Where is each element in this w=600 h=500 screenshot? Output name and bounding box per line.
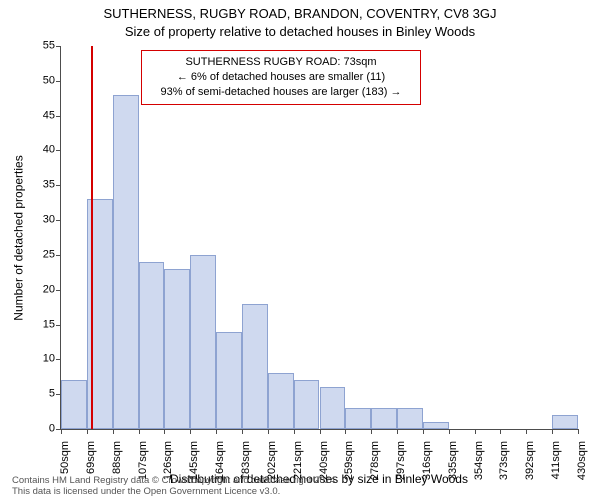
y-tick-label: 55 — [27, 41, 55, 52]
y-tick-label: 30 — [27, 215, 55, 226]
y-tick-label: 40 — [27, 145, 55, 156]
x-tick-label: 50sqm — [59, 441, 71, 474]
x-tick-mark — [449, 429, 450, 434]
annotation-line-3: 93% of semi-detached houses are larger (… — [150, 85, 412, 100]
x-tick-mark — [113, 429, 114, 434]
histogram-bar — [552, 415, 578, 429]
y-tick-label: 0 — [27, 424, 55, 435]
y-tick-label: 5 — [27, 389, 55, 400]
histogram-bar — [216, 332, 242, 429]
y-tick-label: 15 — [27, 319, 55, 330]
footer-attribution: Contains HM Land Registry data © Crown c… — [12, 476, 338, 498]
subject-marker-line — [91, 46, 93, 429]
x-tick-mark — [242, 429, 243, 434]
y-tick-mark — [56, 290, 61, 291]
histogram-bar — [139, 262, 165, 429]
x-tick-mark — [164, 429, 165, 434]
histogram-bar — [242, 304, 268, 429]
annotation-line-2: ← 6% of detached houses are smaller (11) — [150, 70, 412, 85]
y-tick-mark — [56, 46, 61, 47]
histogram-bar — [423, 422, 449, 429]
x-tick-mark — [578, 429, 579, 434]
footer-line-2: This data is licensed under the Open Gov… — [12, 486, 280, 497]
y-tick-mark — [56, 255, 61, 256]
x-tick-mark — [87, 429, 88, 434]
y-axis-label-text: Number of detached properties — [12, 155, 26, 320]
y-tick-label: 50 — [27, 75, 55, 86]
histogram-bar — [113, 95, 139, 429]
y-tick-mark — [56, 185, 61, 186]
x-tick-mark — [139, 429, 140, 434]
x-tick-mark — [320, 429, 321, 434]
y-tick-label: 10 — [27, 354, 55, 365]
x-tick-mark — [61, 429, 62, 434]
y-axis-label: Number of detached properties — [12, 46, 26, 430]
x-tick-label: 88sqm — [111, 441, 123, 474]
y-tick-mark — [56, 81, 61, 82]
x-tick-mark — [552, 429, 553, 434]
x-tick-mark — [268, 429, 269, 434]
footer-line-1: Contains HM Land Registry data © Crown c… — [12, 475, 338, 486]
y-tick-label: 25 — [27, 249, 55, 260]
histogram-bar — [320, 387, 346, 429]
x-tick-mark — [526, 429, 527, 434]
x-tick-mark — [475, 429, 476, 434]
histogram-bar — [190, 255, 216, 429]
x-tick-label: 69sqm — [85, 441, 97, 474]
histogram-bar — [371, 408, 397, 429]
y-tick-mark — [56, 325, 61, 326]
y-tick-mark — [56, 359, 61, 360]
y-tick-label: 35 — [27, 180, 55, 191]
y-tick-label: 45 — [27, 110, 55, 121]
annotation-box: SUTHERNESS RUGBY ROAD: 73sqm← 6% of deta… — [141, 50, 421, 105]
histogram-bar — [345, 408, 371, 429]
x-tick-mark — [190, 429, 191, 434]
x-tick-mark — [294, 429, 295, 434]
histogram-bar — [397, 408, 423, 429]
x-tick-mark — [216, 429, 217, 434]
x-tick-mark — [397, 429, 398, 434]
x-tick-mark — [500, 429, 501, 434]
histogram-bar — [164, 269, 190, 429]
chart-root: SUTHERNESS, RUGBY ROAD, BRANDON, COVENTR… — [0, 0, 600, 500]
histogram-bar — [61, 380, 87, 429]
chart-title-sub: Size of property relative to detached ho… — [0, 24, 600, 39]
histogram-bar — [268, 373, 294, 429]
histogram-bar — [294, 380, 320, 429]
plot-area: 051015202530354045505550sqm69sqm88sqm107… — [60, 46, 578, 430]
y-tick-mark — [56, 220, 61, 221]
x-tick-mark — [371, 429, 372, 434]
y-tick-mark — [56, 150, 61, 151]
y-tick-label: 20 — [27, 284, 55, 295]
y-tick-mark — [56, 116, 61, 117]
x-tick-mark — [423, 429, 424, 434]
annotation-line-1: SUTHERNESS RUGBY ROAD: 73sqm — [150, 55, 412, 70]
chart-title-main: SUTHERNESS, RUGBY ROAD, BRANDON, COVENTR… — [0, 6, 600, 21]
x-tick-mark — [345, 429, 346, 434]
